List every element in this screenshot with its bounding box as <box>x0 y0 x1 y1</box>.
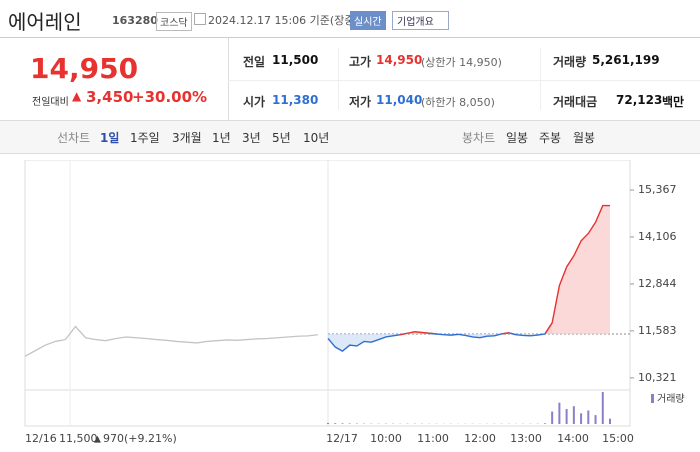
divider <box>228 80 700 81</box>
prev-close: 11,500 <box>59 432 98 445</box>
up-icon: ▲ <box>94 435 101 445</box>
volume-bar <box>551 411 554 424</box>
change: 3,450 <box>86 88 134 106</box>
x-tick-label: 14:00 <box>557 432 589 445</box>
volume-bar <box>609 418 611 424</box>
stat-value: 72,123 <box>616 93 663 107</box>
chart: 10,321 11,583 12,844 14,106 15,367 거래량 12/17 10… <box>24 160 685 445</box>
area <box>400 331 437 335</box>
stat-value: 5,261,199 <box>592 53 660 67</box>
stock-name: 에어레인 <box>8 10 82 34</box>
stat-label: 거래량 <box>553 55 587 69</box>
prev-date: 12/16 <box>25 432 57 445</box>
volume-bar <box>565 409 568 424</box>
x-tick-label: 15:00 <box>602 432 634 445</box>
x-tick-label: 10:00 <box>370 432 402 445</box>
stat-note: (상한가 14,950) <box>421 56 502 69</box>
volume-bar <box>348 423 351 424</box>
prev-line <box>24 325 318 357</box>
x-tick-label: 13:00 <box>510 432 542 445</box>
candle-chart-tab[interactable]: 봉차트 <box>462 131 496 145</box>
y-tick-label: 12,844 <box>638 277 677 290</box>
x-tick-label: 11:00 <box>417 432 449 445</box>
stock-code: 163280 <box>112 14 158 27</box>
y-tick-label: 14,106 <box>638 230 677 243</box>
divider <box>540 48 541 110</box>
period-tab[interactable]: 3개월 <box>172 131 202 145</box>
price-line <box>508 322 553 337</box>
stat-label: 시가 <box>243 95 266 109</box>
stat-value: 11,040 <box>376 93 423 107</box>
stat-value: 11,380 <box>272 93 319 107</box>
volume-bar <box>334 423 337 424</box>
y-tick-label: 15,367 <box>638 183 677 196</box>
price-line <box>429 332 509 339</box>
volume-bar <box>587 410 590 424</box>
prev-rate: (+9.21%) <box>124 432 177 445</box>
legend-swatch <box>651 394 654 403</box>
stat-value: 14,950 <box>376 53 423 67</box>
period-tab[interactable]: 1주일 <box>130 131 160 145</box>
candle-period-tab[interactable]: 일봉 <box>506 131 529 145</box>
legend-label: 거래량 <box>657 393 685 405</box>
stat-label: 저가 <box>349 95 372 109</box>
realtime-button[interactable]: 실시간 <box>350 11 386 30</box>
candle-period-tab[interactable]: 주봉 <box>539 131 562 145</box>
period-tab[interactable]: 5년 <box>272 131 291 145</box>
price-line <box>544 204 610 335</box>
company-dropdown[interactable]: 기업개요 <box>392 11 449 30</box>
volume-bar <box>601 392 604 424</box>
divider <box>228 38 229 120</box>
volume-bar <box>580 413 583 424</box>
stat-label: 거래대금 <box>553 95 598 109</box>
volume-bar <box>327 422 329 424</box>
tab-bar <box>0 120 700 154</box>
up-icon: ▲ <box>72 89 82 103</box>
volume-bar <box>558 402 561 424</box>
volume-bar <box>594 415 597 424</box>
divider <box>0 37 700 38</box>
volume-bar <box>543 423 546 424</box>
stat-unit: 백만 <box>662 95 685 109</box>
market-badge: 코스닥 <box>156 12 192 31</box>
stat-label: 고가 <box>349 55 372 69</box>
stat-value: 11,500 <box>272 53 319 67</box>
volume-bar <box>341 423 344 424</box>
y-tick-label: 11,583 <box>638 324 677 337</box>
x-tick-label: 12/17 <box>326 432 358 445</box>
change-rate: +30.00% <box>132 88 208 106</box>
timestamp: 2024.12.17 15:06 기준(장중) <box>208 14 359 27</box>
y-tick-label: 10,321 <box>638 371 677 384</box>
candle-period-tab[interactable]: 월봉 <box>573 131 596 145</box>
current-price: 14,950 <box>30 52 139 85</box>
area <box>429 332 509 338</box>
prev-change: 970 <box>103 432 124 445</box>
period-tab[interactable]: 10년 <box>303 131 330 145</box>
price-line <box>327 332 408 352</box>
stat-label: 전일 <box>243 55 266 69</box>
x-tick-label: 12:00 <box>464 432 496 445</box>
period-tab[interactable]: 1년 <box>212 131 231 145</box>
area <box>544 205 610 334</box>
divider <box>338 48 339 110</box>
line-chart-tab[interactable]: 선차트 <box>57 131 91 145</box>
period-tab[interactable]: 1일 <box>100 131 120 145</box>
stat-note: (하한가 8,050) <box>421 96 495 109</box>
volume-bar <box>572 406 575 424</box>
change-label: 전일대비 <box>32 97 69 108</box>
period-tab[interactable]: 3년 <box>242 131 261 145</box>
calendar-icon <box>194 13 206 25</box>
